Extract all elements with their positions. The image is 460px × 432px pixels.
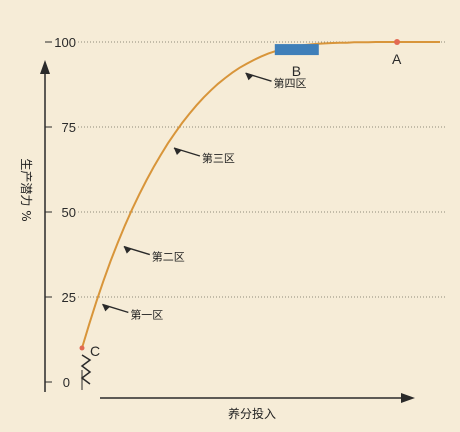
zone-arrowhead — [173, 148, 182, 155]
zone-annotations: 第一区 第二区 第三区 第四区 — [102, 72, 307, 321]
x-axis-label: 养分投入 — [228, 406, 276, 421]
y-axis-arrowhead — [40, 60, 50, 74]
zone-arrowhead — [123, 246, 132, 254]
zone-label: 第一区 — [130, 307, 163, 321]
axis-break-zigzag — [80, 354, 92, 385]
gridlines — [78, 41, 445, 298]
zone-label: 第二区 — [152, 250, 185, 264]
y-tick-label-0: 0 — [63, 375, 70, 390]
zone-label: 第四区 — [274, 76, 307, 90]
zone-arrowhead — [102, 304, 111, 312]
zone-4: 第四区 — [245, 72, 307, 90]
point-b-label: B — [292, 63, 301, 79]
zone-2: 第二区 — [123, 245, 185, 264]
zone-3: 第三区 — [173, 147, 235, 165]
y-axis-label: 生产潜力 % — [19, 158, 33, 221]
point-c-marker — [79, 345, 85, 351]
y-tick-label-50: 50 — [62, 205, 76, 220]
zone-1: 第一区 — [102, 303, 163, 321]
point-b: B — [292, 63, 301, 79]
y-axis — [40, 60, 50, 392]
point-c-label: C — [90, 343, 100, 359]
x-axis-arrowhead — [401, 393, 415, 403]
y-tick-labels: 0 25 50 75 100 — [45, 35, 76, 390]
point-annotations: A B C — [79, 39, 402, 359]
y-tick-label-25: 25 — [62, 290, 76, 305]
y-tick-label-100: 100 — [54, 35, 76, 50]
point-a-label: A — [392, 51, 402, 67]
point-c: C — [79, 343, 100, 359]
point-b-highlight-bar — [274, 44, 319, 56]
zone-label: 第三区 — [202, 151, 235, 165]
y-tick-label-75: 75 — [62, 120, 76, 135]
point-a-marker — [394, 39, 401, 45]
point-a: A — [392, 39, 402, 67]
y-axis-label-text: 生产潜力 % — [19, 158, 33, 221]
zone-arrowhead — [245, 73, 254, 81]
series-curve — [81, 41, 440, 349]
x-axis — [100, 393, 415, 403]
